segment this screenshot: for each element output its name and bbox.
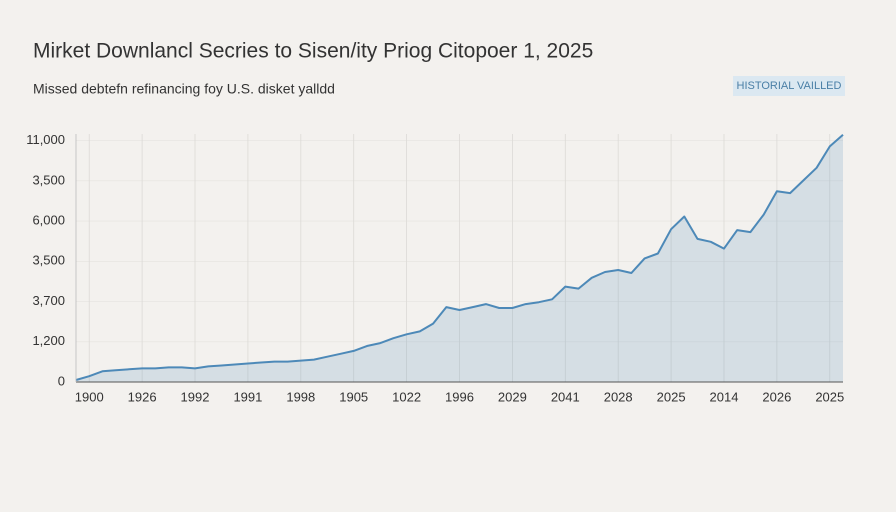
x-tick-label: 2041 [551,389,580,404]
y-tick-label: 11,000 [26,132,65,147]
chart-title: Mirket Downlancl Secries to Sisen/ity Pr… [33,40,593,63]
y-tick-label: 0 [58,373,65,388]
x-tick-label: 2025 [815,389,844,404]
x-tick-label: 1900 [75,389,104,404]
badge: HISTORIAL VAILLED [737,80,842,92]
y-tick-label: 3,500 [32,253,65,268]
x-tick-label: 2029 [498,389,527,404]
x-tick-label: 2025 [657,389,686,404]
y-tick-label: 6,000 [32,213,65,228]
line [75,133,844,381]
x-tick-label: 1998 [286,389,315,404]
chart-subtitle: Missed debtefn refinancing foy U.S. disk… [33,81,335,97]
y-tick-label: 1,200 [32,333,65,348]
x-tick-label: 2014 [710,389,739,404]
x-tick-label: 1926 [128,389,157,404]
y-tick-label: 3,700 [32,293,65,308]
y-tick-label: 3,500 [32,172,65,187]
x-tick-label: 1996 [445,389,474,404]
x-tick-label: 2026 [762,389,791,404]
area [76,134,843,382]
x-tick-label: 1991 [233,389,262,404]
x-tick-label: 1905 [339,389,368,404]
x-tick-label: 2028 [604,389,633,404]
x-tick-label: 1992 [181,389,210,404]
x-tick-label: 1022 [392,389,421,404]
badge-box [733,76,845,96]
